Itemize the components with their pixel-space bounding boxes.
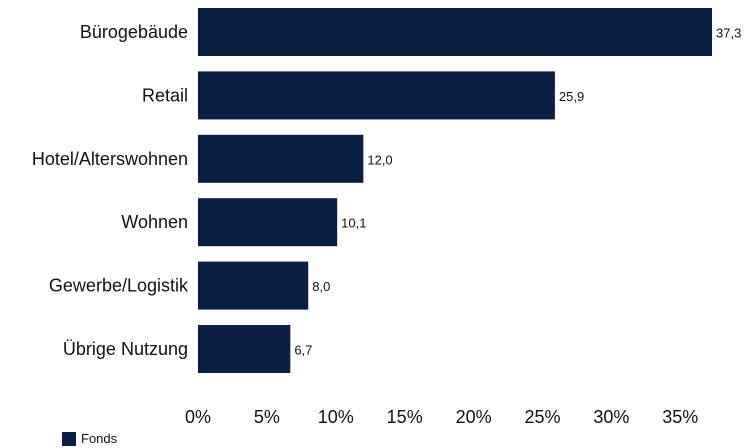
data-label: 10,1: [341, 216, 366, 231]
category-label: Wohnen: [121, 212, 188, 232]
legend-label-fonds: Fonds: [81, 431, 118, 446]
x-tick-label: 25%: [524, 407, 560, 427]
x-tick-label: 15%: [387, 407, 423, 427]
category-label: Gewerbe/Logistik: [49, 276, 189, 296]
x-tick-label: 10%: [318, 407, 354, 427]
data-label: 12,0: [367, 152, 392, 167]
bar-übrige-nutzung: [198, 325, 291, 373]
bar-retail: [198, 71, 555, 120]
x-tick-label: 5%: [254, 407, 280, 427]
data-label: 8,0: [312, 279, 330, 294]
x-tick-label: 0%: [185, 407, 211, 427]
bar-bürogebäude: [198, 8, 712, 56]
data-label: 25,9: [559, 89, 584, 104]
legend-swatch-fonds: [62, 431, 76, 446]
category-label: Übrige Nutzung: [63, 339, 188, 359]
legend: Fonds: [62, 431, 117, 446]
bar-hotel-alterswohnen: [198, 134, 364, 183]
category-label: Hotel/Alterswohnen: [32, 149, 188, 169]
data-label: 6,7: [294, 343, 312, 358]
x-tick-label: 20%: [456, 407, 492, 427]
bar-wohnen: [198, 198, 338, 247]
bar-gewerbe-logistik: [198, 261, 309, 310]
data-label: 37,3: [716, 26, 741, 41]
x-tick-label: 35%: [662, 407, 698, 427]
category-label: Retail: [142, 85, 188, 105]
category-label: Bürogebäude: [80, 22, 188, 42]
x-tick-label: 30%: [593, 407, 629, 427]
